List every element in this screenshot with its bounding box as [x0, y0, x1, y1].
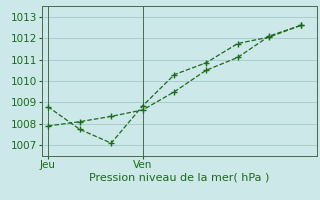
X-axis label: Pression niveau de la mer( hPa ): Pression niveau de la mer( hPa ): [89, 173, 269, 183]
